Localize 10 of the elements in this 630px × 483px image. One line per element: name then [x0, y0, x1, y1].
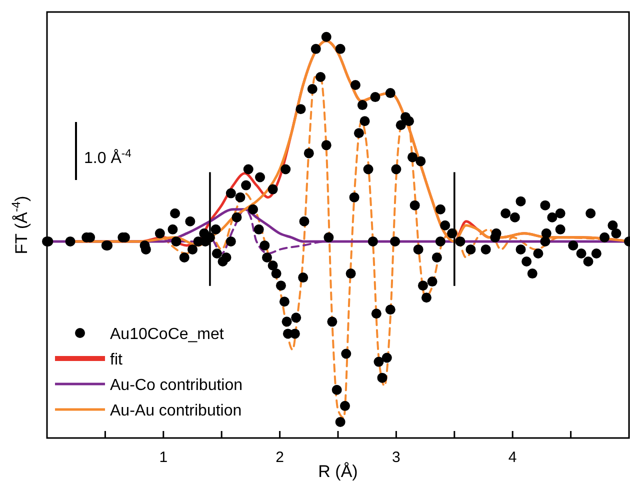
- legend-label: Au10CoCe_met: [110, 326, 224, 343]
- x-tick-label: 4: [508, 449, 517, 466]
- x-tick-label: 3: [392, 449, 400, 466]
- x-axis-title: R (Å): [318, 462, 358, 481]
- legend-label: Au-Au contribution: [110, 402, 242, 420]
- legend-label: Au-Co contribution: [110, 377, 243, 394]
- legend-label: fit: [110, 352, 123, 368]
- x-tick-label: 1: [159, 449, 168, 466]
- x-tick-label: 2: [276, 449, 284, 466]
- annotation: 1.0 Å$^{-4}$: [84, 148, 132, 167]
